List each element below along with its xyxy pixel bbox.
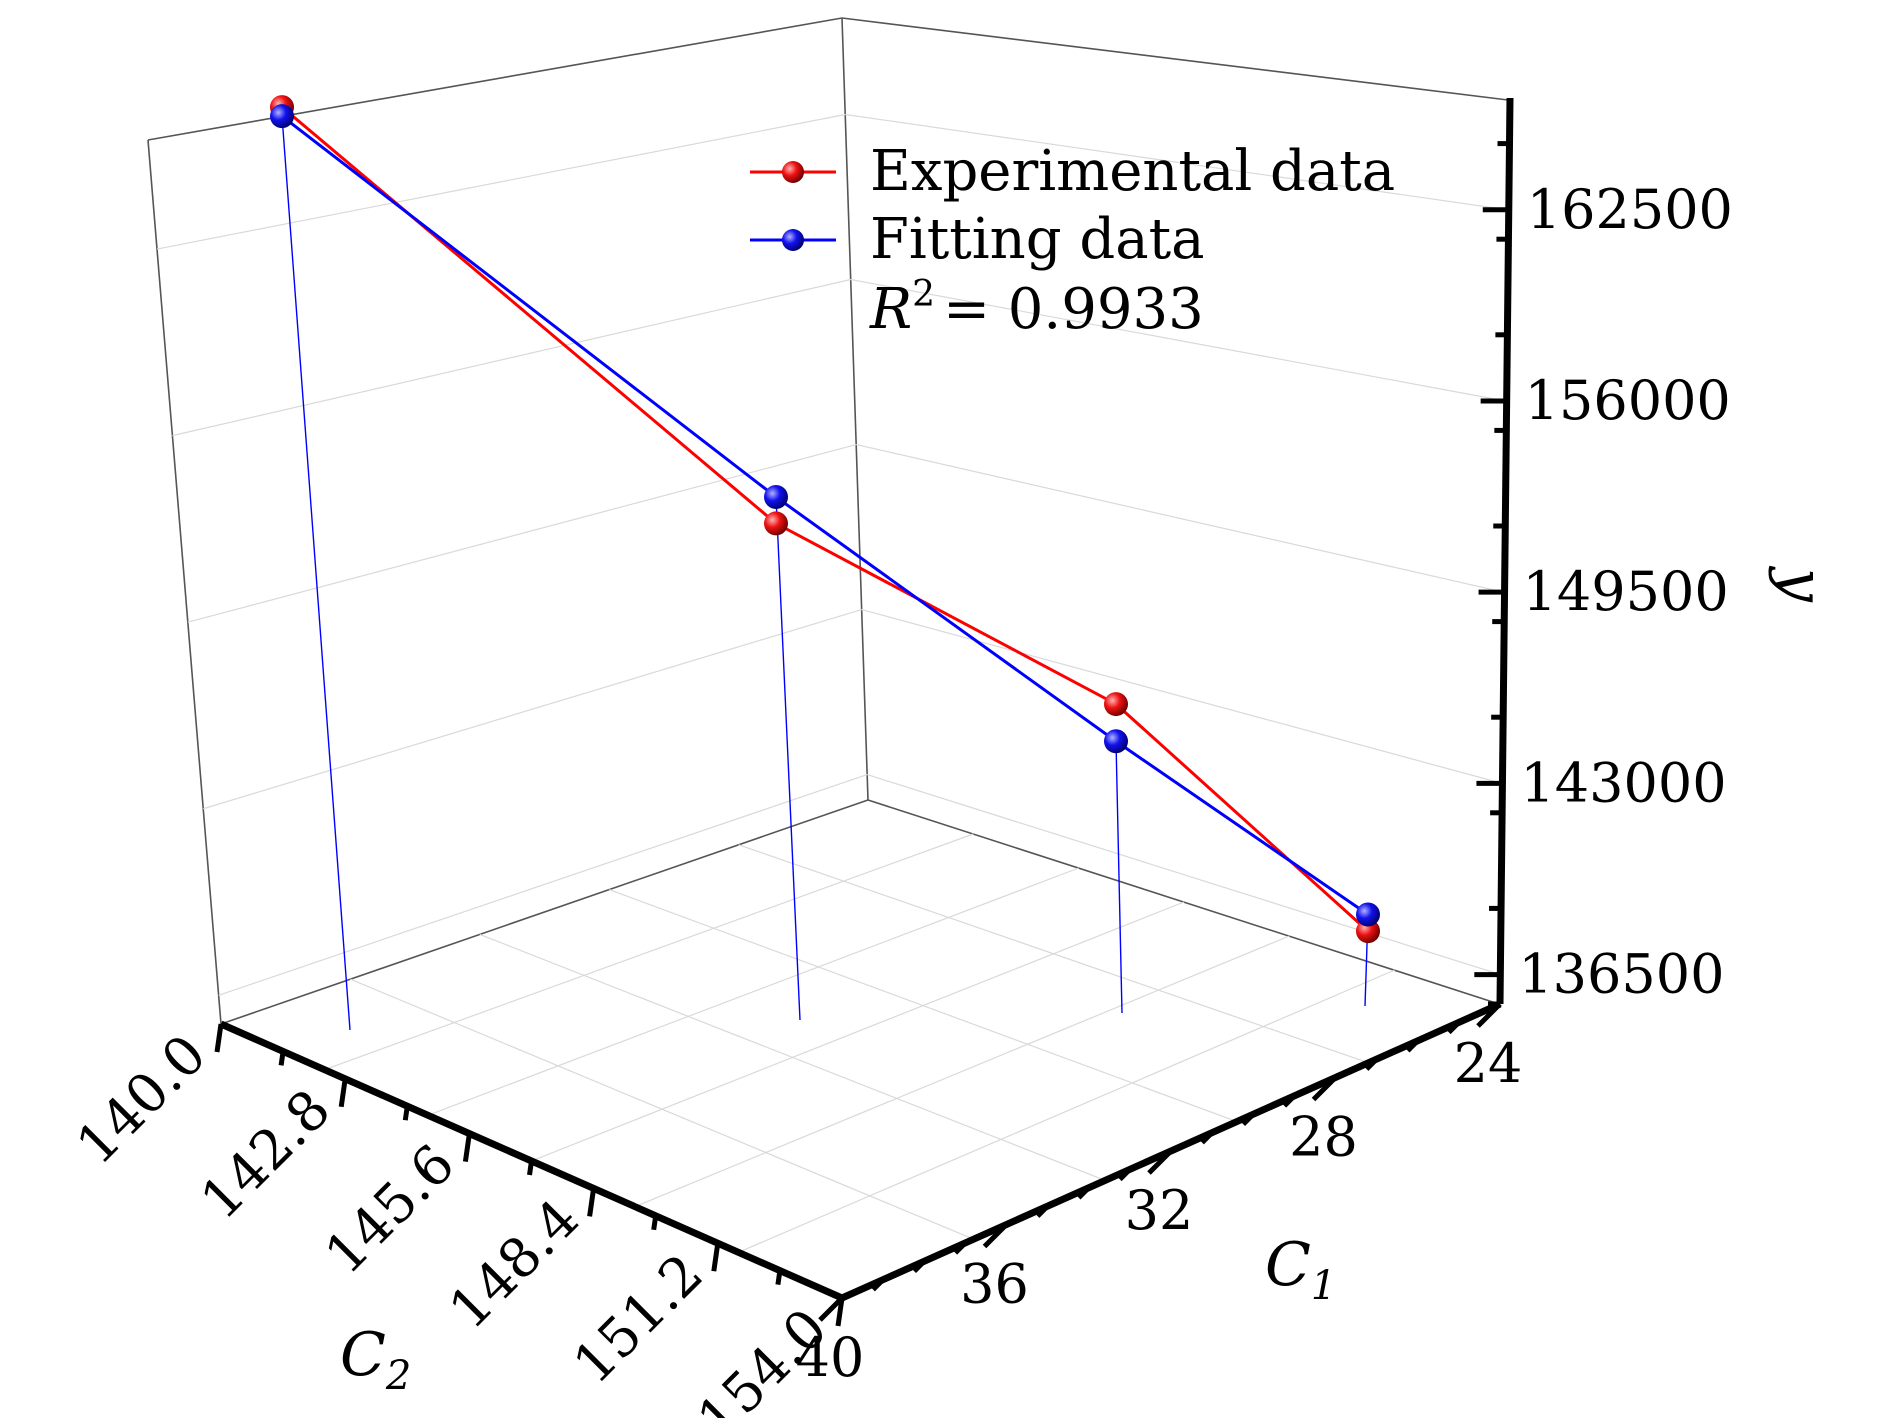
drop-lines <box>281 116 1369 1031</box>
x-tick-3 <box>587 1188 597 1217</box>
y-tick-label-0: 24 <box>1454 1032 1523 1095</box>
y-minor-tick-10 <box>1076 1185 1091 1200</box>
x-tick-label-4: 151.2 <box>561 1242 715 1396</box>
y-tick-label-2: 32 <box>1125 1179 1194 1242</box>
legend-item-experimental: Experimental data <box>750 139 1395 204</box>
y-minor-tick-2 <box>1405 1038 1420 1053</box>
box-back-top-left <box>147 17 843 141</box>
box-floor-back-left <box>220 799 869 1025</box>
svg-text:C2: C2 <box>340 1320 411 1399</box>
drop-line-1 <box>775 496 801 1021</box>
grid-line-right-3 <box>850 278 1506 402</box>
z-axis-line <box>1496 97 1514 1005</box>
y-minor-tick-6 <box>1241 1112 1256 1127</box>
series-0-point-3 <box>1356 919 1380 944</box>
y-minor-tick-7 <box>1200 1130 1214 1145</box>
legend-label-experimental: Experimental data <box>870 139 1395 204</box>
y-tick-label-3: 36 <box>960 1253 1029 1316</box>
x-tick-0 <box>214 1023 224 1053</box>
x-tick-5 <box>835 1297 845 1327</box>
y-tick-0 <box>1476 1002 1502 1028</box>
x-minor-tick-1 <box>278 1051 286 1066</box>
grid-floor-a-1 <box>324 833 974 1071</box>
grid-line-left-3 <box>172 278 851 437</box>
series-layer <box>270 95 1380 944</box>
x-minor-tick-3 <box>402 1105 410 1121</box>
y-minor-tick-5 <box>1282 1094 1297 1108</box>
grid <box>156 113 1508 1253</box>
x-minor-tick-7 <box>651 1215 659 1231</box>
x-axis-title: C2 <box>340 1320 411 1399</box>
x-tick-label-1: 142.8 <box>189 1077 343 1231</box>
x-minor-tick-9 <box>775 1270 783 1285</box>
grid-floor-a-2 <box>427 867 1079 1116</box>
y-tick-3 <box>982 1222 1009 1249</box>
tick-labels: 140.0142.8145.6148.4151.2154.02428323640… <box>64 178 1733 1418</box>
x-minor-tick-5 <box>527 1160 534 1176</box>
x-tick-1 <box>338 1078 348 1108</box>
y-minor-tick-15 <box>871 1277 885 1292</box>
y-minor-tick-9 <box>1118 1167 1132 1182</box>
series-1-point-3 <box>1356 902 1380 927</box>
y-minor-tick-13 <box>953 1241 968 1255</box>
grid-line-left-1 <box>203 609 862 810</box>
y-tick-2 <box>1147 1149 1173 1175</box>
series-1-point-0 <box>270 104 294 129</box>
z-tick-label-4: 162500 <box>1527 178 1733 241</box>
grid-line-right-4 <box>845 113 1508 211</box>
z-tick-label-3: 156000 <box>1525 369 1731 432</box>
svg-text:C1: C1 <box>1265 1230 1336 1309</box>
series-1-point-1 <box>764 484 788 509</box>
y-minor-tick-14 <box>912 1259 927 1274</box>
y-tick-1 <box>1311 1075 1338 1102</box>
series-line-1 <box>281 114 1369 916</box>
box-back-left-edge <box>147 139 222 1025</box>
z-tick-label-2: 149500 <box>1523 560 1729 623</box>
drop-line-2 <box>1115 741 1123 1014</box>
grid-floor-b-2 <box>608 889 1238 1123</box>
y-minor-tick-11 <box>1035 1204 1050 1218</box>
x-tick-4 <box>711 1242 721 1272</box>
z-axis-title: y <box>1767 565 1837 603</box>
x-tick-label-0: 140.0 <box>64 1023 218 1177</box>
grid-line-right-0 <box>866 774 1501 976</box>
grid-line-right-2 <box>856 443 1504 593</box>
grid-line-left-4 <box>156 113 846 250</box>
series-line-0 <box>281 105 1370 933</box>
grid-floor-a-3 <box>531 901 1185 1162</box>
x-tick-label-2: 145.6 <box>313 1132 467 1286</box>
z-tick-label-1: 143000 <box>1520 751 1726 814</box>
x-tick-label-3: 148.4 <box>437 1187 591 1341</box>
series-0-point-2 <box>1104 692 1128 717</box>
drop-line-0 <box>281 116 351 1031</box>
series-1-point-2 <box>1104 729 1128 754</box>
ticks <box>214 141 1510 1327</box>
y-tick-label-4: 40 <box>796 1326 865 1389</box>
y-minor-tick-3 <box>1364 1057 1379 1071</box>
grid-line-left-2 <box>187 443 857 623</box>
y-tick-4 <box>818 1296 844 1322</box>
grid-floor-b-1 <box>738 844 1369 1064</box>
grid-floor-a-4 <box>634 935 1290 1208</box>
grid-floor-a-5 <box>738 969 1395 1253</box>
y-axis-title: C1 <box>1265 1230 1336 1309</box>
box-back-vertical <box>841 17 869 801</box>
legend: Experimental data Fitting data R2 = 0.993… <box>750 139 1395 342</box>
x-tick-2 <box>462 1133 472 1162</box>
z-tick-label-0: 136500 <box>1518 943 1724 1006</box>
grid-floor-b-3 <box>479 933 1106 1181</box>
legend-label-fitting: Fitting data <box>870 207 1205 272</box>
y-minor-tick-1 <box>1447 1020 1461 1035</box>
r2-annotation: R2 = 0.9933 <box>869 274 1204 342</box>
grid-line-left-0 <box>218 774 868 996</box>
grid-line-right-1 <box>861 608 1503 784</box>
box-back-top-right <box>841 17 1509 101</box>
series-0-point-1 <box>764 511 788 536</box>
grid-floor-b-4 <box>350 978 974 1240</box>
y-tick-label-1: 28 <box>1289 1106 1358 1169</box>
legend-item-fitting: Fitting data <box>750 207 1205 272</box>
